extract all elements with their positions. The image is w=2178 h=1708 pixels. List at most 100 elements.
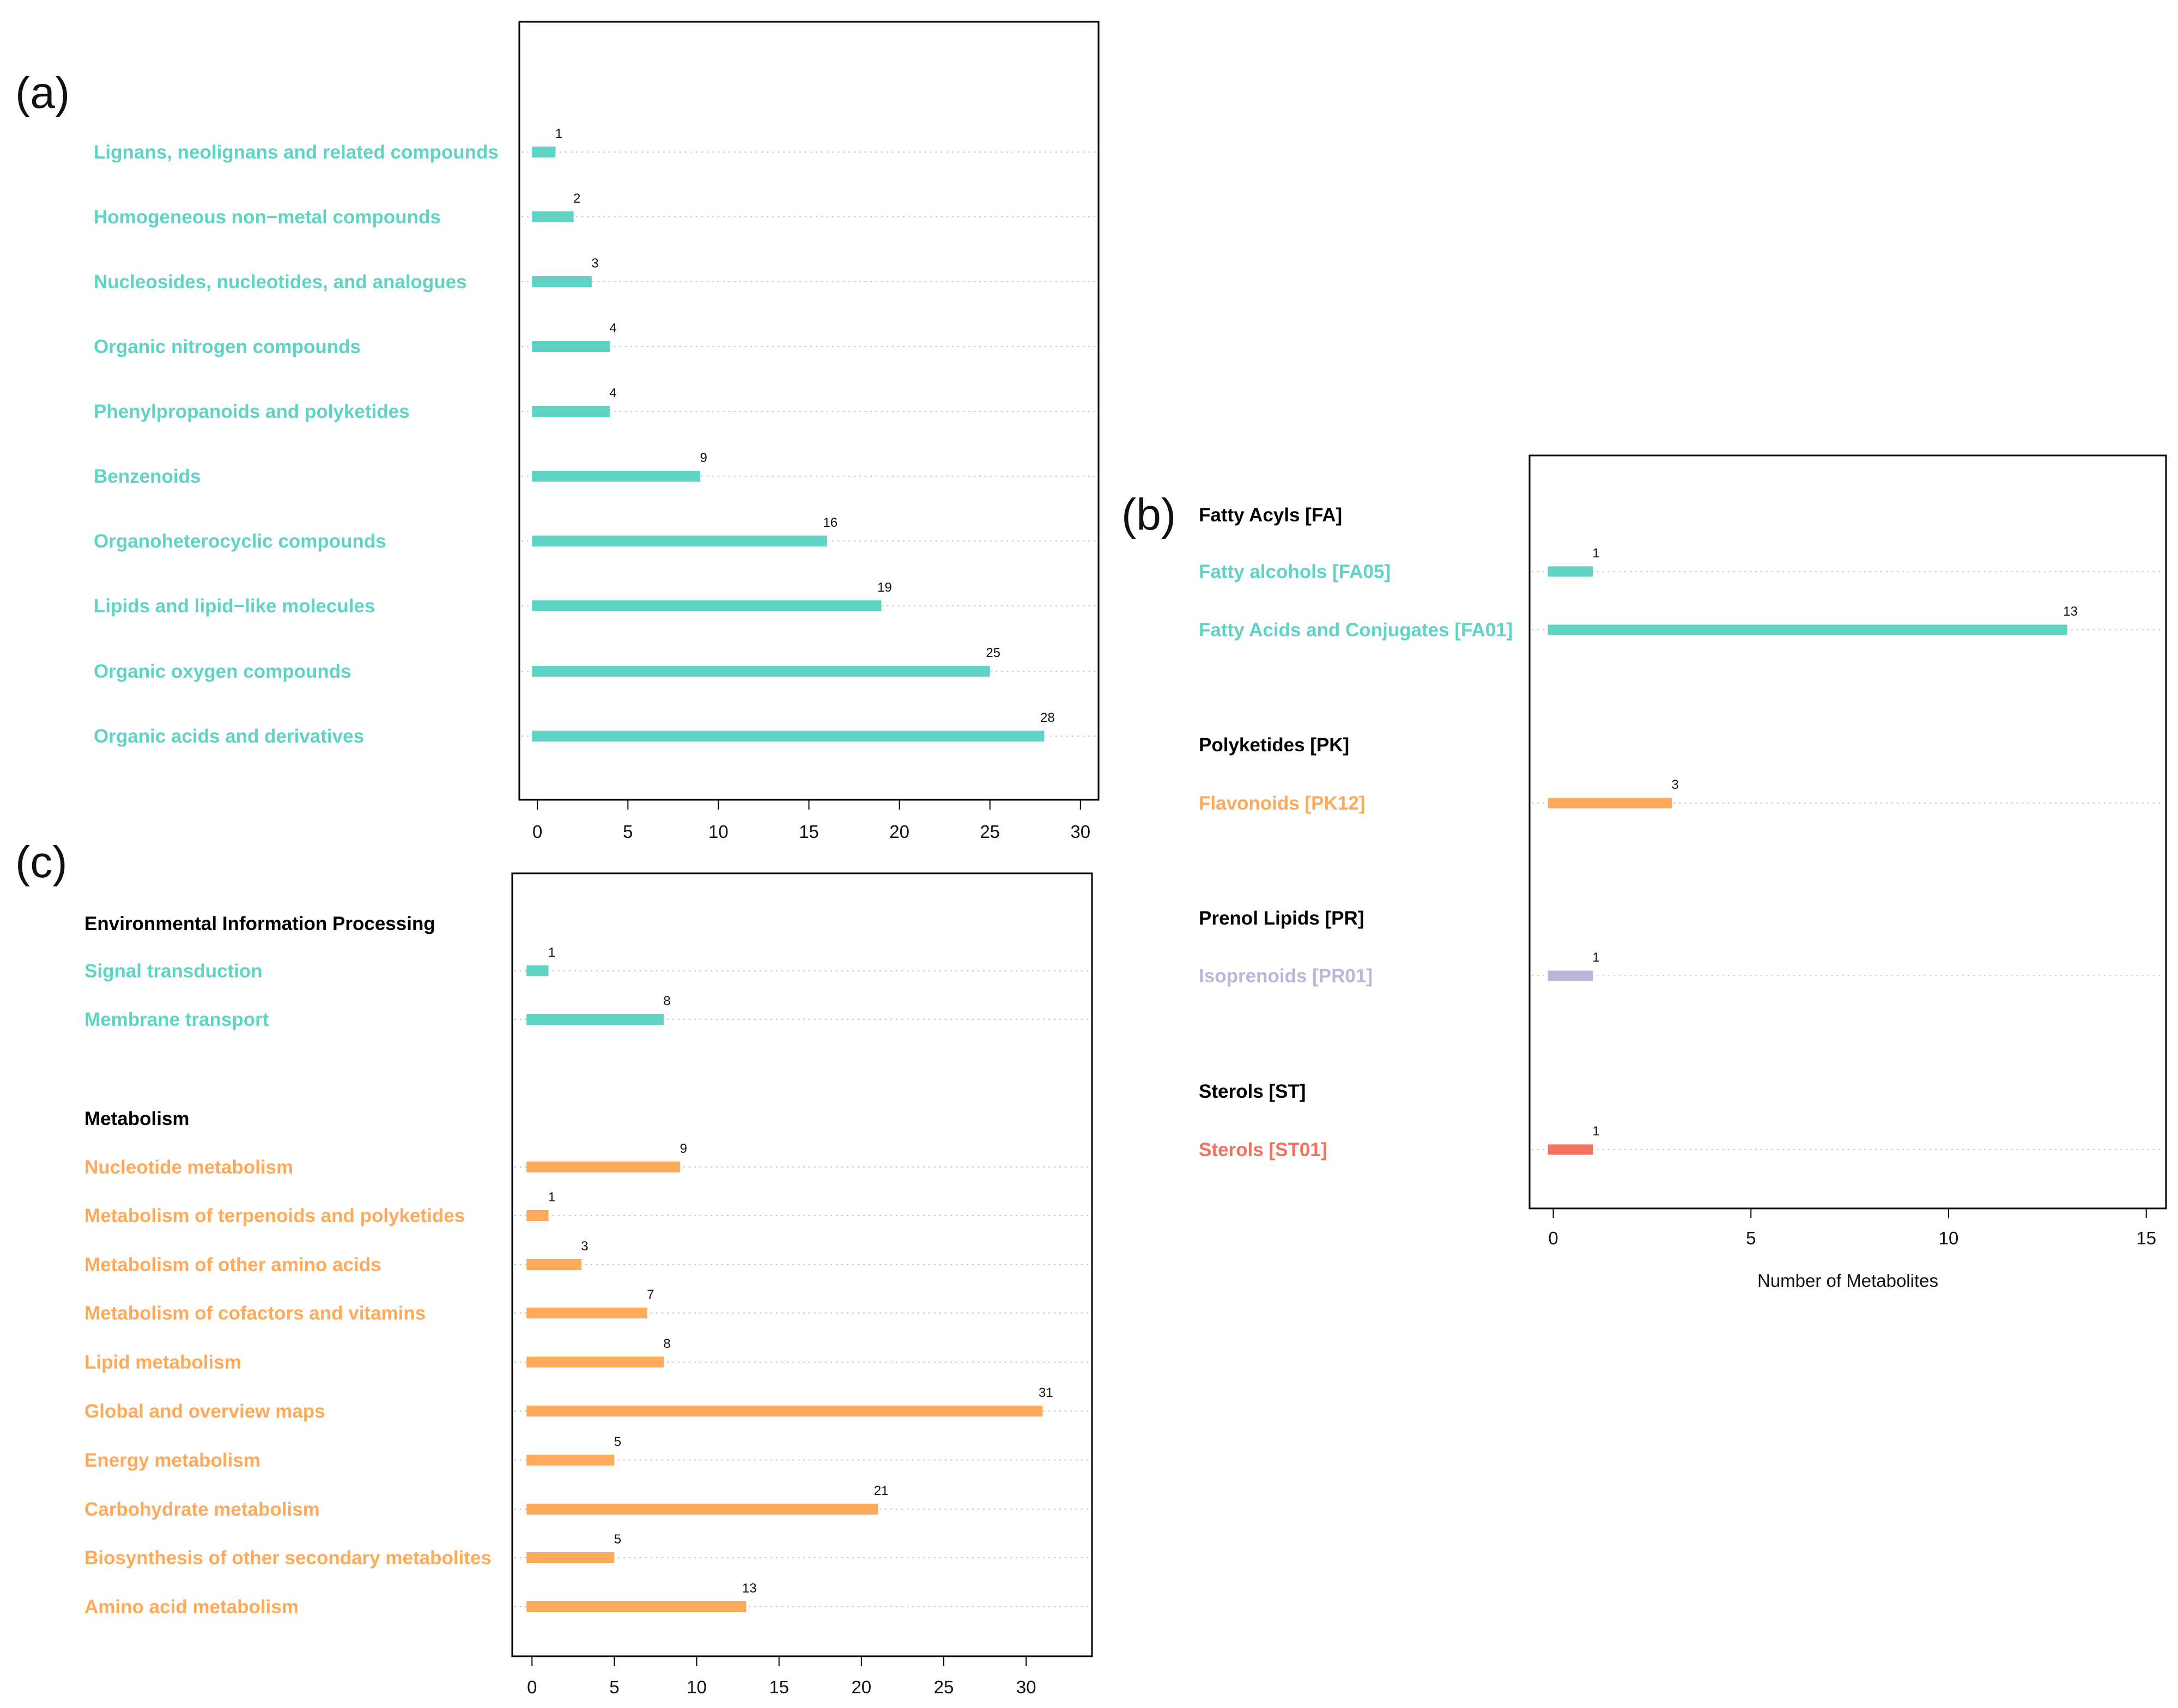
bar — [532, 731, 1045, 741]
panel-b-chart: (b) Fatty Acyls [FA] Polyketides [PK] Preno… — [1121, 454, 2167, 1291]
bar — [526, 1406, 1043, 1417]
bar — [1548, 566, 1593, 577]
panel-letter: (a) — [15, 68, 70, 118]
value-label: 25 — [986, 646, 1000, 660]
bar — [532, 600, 882, 611]
bar — [532, 276, 592, 287]
category-label: Fatty alcohols [FA05] — [1199, 561, 1391, 582]
category-label: Metabolism of cofactors and vitamins — [84, 1303, 426, 1324]
group-label: Fatty Acyls [FA] — [1199, 505, 1342, 526]
panel-c-chart: (c) Environmental Information Processing M… — [15, 837, 1093, 1697]
bar — [532, 341, 610, 352]
x-tick-label: 15 — [799, 822, 819, 842]
bar — [526, 1162, 681, 1172]
group-label: Sterols [ST] — [1199, 1081, 1306, 1102]
group-label: Environmental Information Processing — [84, 913, 435, 934]
category-label: Metabolism of terpenoids and polyketides — [84, 1205, 465, 1226]
value-label: 2 — [573, 191, 580, 206]
bar — [532, 406, 610, 417]
category-label: Amino acid metabolism — [84, 1596, 299, 1618]
category-label: Signal transduction — [84, 961, 263, 982]
value-label: 31 — [1039, 1385, 1053, 1400]
x-tick-label: 20 — [889, 822, 909, 842]
category-label: Organic nitrogen compounds — [94, 336, 361, 357]
category-label: Nucleosides, nucleotides, and analogues — [94, 271, 467, 293]
bar — [1548, 1144, 1593, 1155]
category-label: Organic acids and derivatives — [94, 726, 364, 747]
bar — [526, 1504, 878, 1515]
category-label: Energy metabolism — [84, 1450, 260, 1471]
x-tick-label: 5 — [623, 822, 633, 842]
bar — [532, 211, 574, 222]
value-label: 3 — [591, 256, 598, 271]
group-label: Prenol Lipids [PR] — [1199, 908, 1364, 929]
panel-a-chart: (a) Lignans, neolignans and related compo… — [15, 21, 1100, 842]
bar — [1548, 970, 1593, 981]
bar — [532, 536, 827, 546]
bar — [526, 1014, 664, 1025]
value-label: 1 — [1592, 546, 1599, 561]
value-label: 13 — [742, 1581, 757, 1596]
group-label: Metabolism — [84, 1108, 190, 1129]
x-axis-title: Number of Metabolites — [1757, 1271, 1938, 1291]
bar — [526, 1601, 747, 1612]
bar — [526, 965, 549, 976]
category-label: Metabolism of other amino acids — [84, 1254, 381, 1275]
category-label: Fatty Acids and Conjugates [FA01] — [1199, 619, 1513, 641]
x-tick-label: 0 — [527, 1677, 537, 1697]
category-label: Sterols [ST01] — [1199, 1139, 1327, 1160]
x-tick-label: 30 — [1070, 822, 1090, 842]
panel-letter: (c) — [15, 837, 68, 887]
bar — [526, 1455, 615, 1466]
category-label: Nucleotide metabolism — [84, 1157, 293, 1178]
category-label: Phenylpropanoids and polyketides — [94, 401, 410, 422]
category-label: Homogeneous non−metal compounds — [94, 206, 441, 228]
value-label: 3 — [1671, 777, 1678, 792]
bar — [526, 1210, 549, 1221]
value-label: 1 — [555, 126, 562, 141]
category-label: Global and overview maps — [84, 1401, 325, 1422]
category-label: Flavonoids [PK12] — [1199, 793, 1365, 814]
category-label: Membrane transport — [84, 1009, 269, 1030]
value-label: 1 — [548, 945, 555, 960]
value-label: 3 — [581, 1239, 588, 1254]
value-label: 19 — [877, 580, 892, 595]
category-label: Benzenoids — [94, 466, 201, 487]
bar — [526, 1552, 615, 1563]
value-label: 7 — [647, 1287, 654, 1302]
value-label: 4 — [609, 386, 616, 400]
category-label: Lignans, neolignans and related compound… — [94, 142, 499, 163]
bar — [526, 1357, 664, 1367]
value-label: 16 — [823, 515, 838, 530]
x-tick-label: 15 — [2136, 1228, 2156, 1248]
value-label: 28 — [1040, 710, 1055, 725]
value-label: 5 — [614, 1435, 621, 1449]
category-label: Lipid metabolism — [84, 1352, 241, 1373]
category-label: Organoheterocyclic compounds — [94, 531, 386, 552]
value-label: 9 — [700, 451, 707, 465]
x-tick-label: 25 — [934, 1677, 954, 1697]
x-tick-label: 30 — [1016, 1677, 1036, 1697]
value-label: 5 — [614, 1532, 621, 1547]
x-tick-label: 5 — [609, 1677, 619, 1697]
value-label: 9 — [680, 1141, 687, 1156]
bar — [532, 666, 990, 677]
value-label: 8 — [663, 1336, 670, 1351]
panel-letter: (b) — [1121, 490, 1176, 539]
x-tick-label: 20 — [851, 1677, 871, 1697]
category-label: Lipids and lipid−like molecules — [94, 595, 375, 617]
category-label: Isoprenoids [PR01] — [1199, 965, 1373, 987]
bar — [1548, 798, 1672, 809]
category-label: Carbohydrate metabolism — [84, 1499, 320, 1520]
x-tick-label: 10 — [687, 1677, 707, 1697]
x-tick-label: 0 — [532, 822, 542, 842]
bar — [1548, 624, 2067, 635]
value-label: 8 — [663, 994, 670, 1008]
category-label: Organic oxygen compounds — [94, 661, 351, 682]
bar — [532, 147, 556, 157]
x-tick-label: 0 — [1548, 1228, 1558, 1248]
value-label: 1 — [1592, 1124, 1599, 1139]
x-tick-label: 25 — [980, 822, 1000, 842]
x-tick-label: 10 — [1939, 1228, 1959, 1248]
